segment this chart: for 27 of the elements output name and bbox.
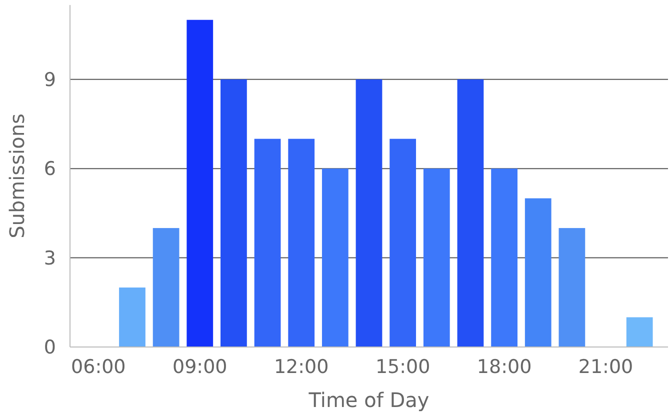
x-tick-label: 09:00 [172, 356, 228, 378]
y-tick-label: 9 [44, 69, 56, 91]
y-axis-title: Submissions [5, 114, 29, 238]
bar [152, 228, 180, 347]
x-tick-label: 15:00 [375, 356, 430, 378]
y-tick-label: 0 [44, 336, 56, 359]
bar [186, 20, 214, 347]
x-tick-label: 06:00 [71, 356, 126, 378]
bar [457, 79, 484, 347]
bar [390, 138, 416, 347]
bar [423, 168, 450, 347]
bar [491, 168, 518, 347]
x-tick-label: 21:00 [578, 356, 634, 378]
y-tick-label: 3 [44, 247, 56, 270]
y-tick-label: 6 [44, 158, 56, 180]
x-tick-label: 12:00 [274, 356, 329, 378]
x-tick-label: 18:00 [476, 356, 532, 378]
bar [288, 138, 315, 347]
bar [626, 317, 653, 347]
bar [322, 168, 348, 347]
bar [220, 79, 247, 347]
bar [524, 198, 552, 347]
bar [558, 228, 586, 347]
bar [356, 79, 382, 347]
bar [119, 288, 146, 347]
bar [254, 138, 281, 347]
x-axis-title: Time of Day [308, 388, 430, 412]
